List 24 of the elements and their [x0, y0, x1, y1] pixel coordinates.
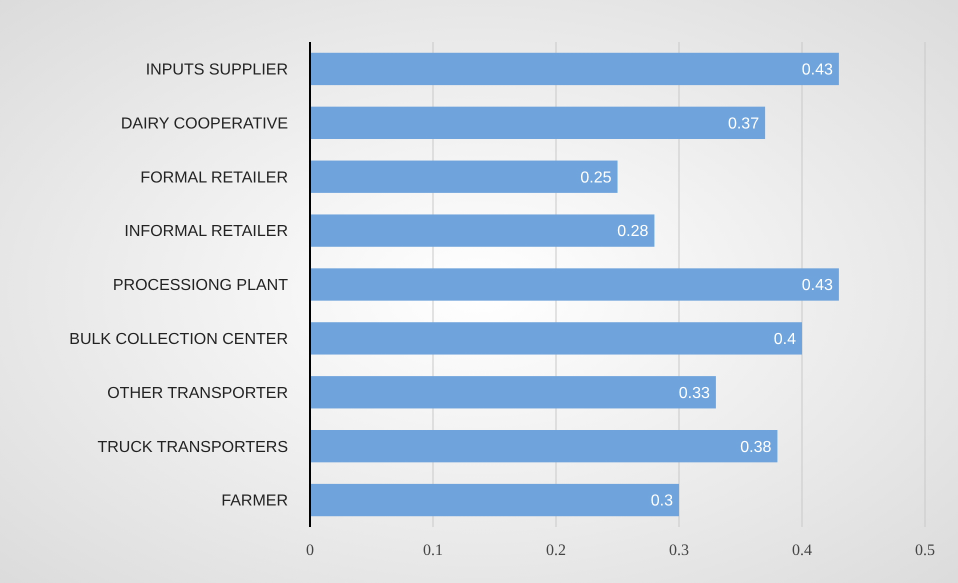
data-label: 0.33 — [678, 384, 710, 402]
x-tick-label: 0.4 — [792, 542, 812, 559]
x-tick-label: 0.5 — [915, 542, 935, 559]
data-label: 0.3 — [650, 492, 674, 510]
y-tick-label: BULK COLLECTION CENTER — [69, 330, 288, 348]
x-tick-label: 0 — [306, 542, 314, 559]
y-tick-label: OTHER TRANSPORTER — [107, 384, 288, 402]
y-tick-label: INPUTS SUPPLIER — [146, 62, 288, 79]
data-label: 0.25 — [580, 169, 612, 186]
x-tick-label: 0.3 — [669, 542, 689, 559]
data-label: 0.37 — [728, 115, 760, 132]
y-tick-label: INFORMAL RETAILER — [124, 223, 288, 240]
x-tick-label: 0.2 — [546, 542, 566, 559]
data-label: 0.38 — [740, 438, 772, 456]
data-label: 0.43 — [802, 277, 833, 294]
y-tick-label: FARMER — [221, 492, 288, 510]
y-tick-label: FORMAL RETAILER — [140, 169, 288, 186]
y-tick-label: DAIRY COOPERATIVE — [120, 115, 288, 132]
data-label: 0.43 — [802, 62, 833, 79]
y-tick-label: TRUCK TRANSPORTERS — [97, 438, 288, 456]
x-tick-label: 0.1 — [423, 542, 443, 559]
y-tick-label: PROCESSIONG PLANT — [112, 277, 288, 294]
data-label: 0.28 — [617, 223, 648, 240]
data-label: 0.4 — [774, 330, 796, 348]
